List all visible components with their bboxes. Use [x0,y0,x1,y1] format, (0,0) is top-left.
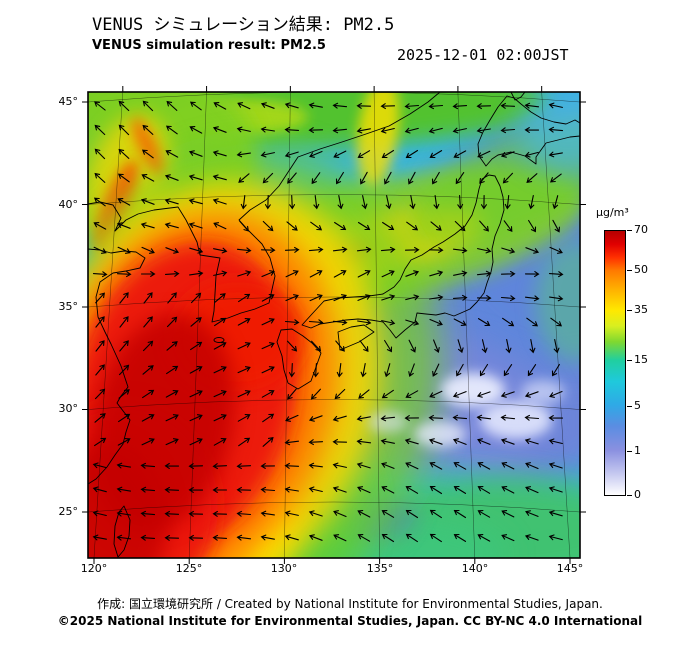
colorbar-tick-label: 15 [634,353,648,366]
colorbar-unit-label: µg/m³ [596,206,629,219]
colorbar-tick [627,451,632,452]
coastline-honshu [301,174,505,339]
coastline-china-east [88,248,146,485]
axis-ticks [82,86,586,564]
coastline-taiwan [113,505,131,558]
lon-axis-label: 135° [366,562,394,575]
license-line: ©2025 National Institute for Environment… [57,614,643,628]
colorbar-tick-label: 1 [634,444,641,457]
colorbar-tick [627,406,632,407]
colorbar-tick [627,360,632,361]
lon-axis-label: 120° [80,562,108,575]
timestamp: 2025-12-01 02:00JST [397,46,569,64]
colorbar-tick-label: 70 [634,223,648,236]
credit-line: 作成: 国立環境研究所 / Created by National Instit… [97,597,603,611]
lat-axis-label: 40° [58,198,79,211]
colorbar-tick [627,495,632,496]
lon-axis-label: 125° [175,562,203,575]
coastline-kyushu [276,328,322,390]
colorbar-tick-label: 35 [634,303,648,316]
colorbar-tick-label: 50 [634,263,648,276]
wind-vectors [92,100,564,543]
lon-axis-label: 145° [556,562,584,575]
coastline-jeju [213,337,225,343]
lon-axis-label: 130° [270,562,298,575]
coastline-hokkaido [477,95,580,167]
map-frame [87,91,581,559]
lat-axis-label: 45° [58,95,79,108]
coastline-china-korea [88,92,441,323]
pm25-concentration-field [88,92,580,558]
colorbar-tick-label: 5 [634,399,641,412]
colorbar-tick [627,310,632,311]
page-title-english: VENUS simulation result: PM2.5 [92,38,326,53]
page-title-japanese: VENUS シミュレーション結果: PM2.5 [92,15,395,35]
lon-axis-label: 140° [461,562,489,575]
lat-axis-label: 25° [58,505,79,518]
coastlines [88,92,580,558]
colorbar-tick [627,230,632,231]
colorbar-tick-label: 0 [634,488,641,501]
pm25-simulation-map [82,86,586,564]
lat-axis-label: 30° [58,402,79,415]
colorbar [604,230,626,496]
coastline-sakhalin [510,92,526,101]
lat-axis-label: 35° [58,300,79,313]
colorbar-tick [627,270,632,271]
